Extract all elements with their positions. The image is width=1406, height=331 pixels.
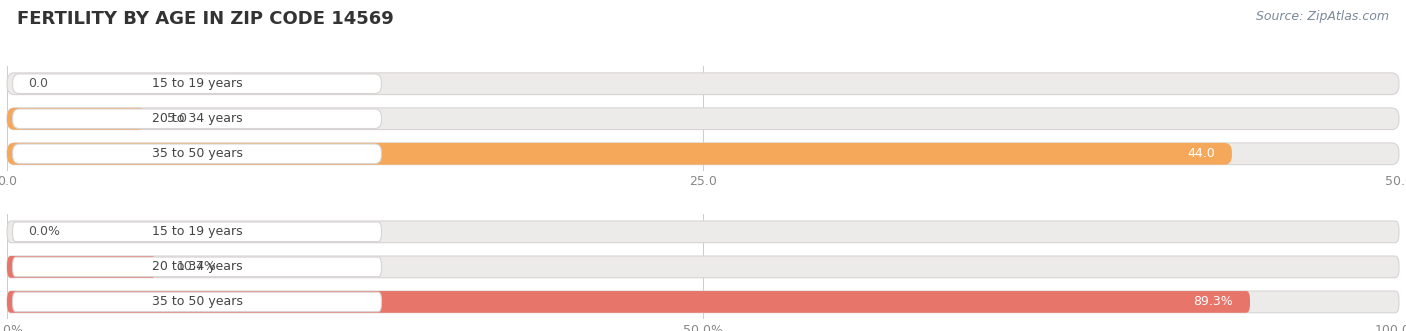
Text: 35 to 50 years: 35 to 50 years [152,147,242,160]
Text: 89.3%: 89.3% [1194,295,1233,308]
FancyBboxPatch shape [13,222,381,242]
Text: 20 to 34 years: 20 to 34 years [152,260,242,273]
Text: 15 to 19 years: 15 to 19 years [152,225,242,238]
Text: 0.0: 0.0 [28,77,48,90]
Text: FERTILITY BY AGE IN ZIP CODE 14569: FERTILITY BY AGE IN ZIP CODE 14569 [17,10,394,28]
Text: Source: ZipAtlas.com: Source: ZipAtlas.com [1256,10,1389,23]
FancyBboxPatch shape [7,221,1399,243]
Text: 15 to 19 years: 15 to 19 years [152,77,242,90]
FancyBboxPatch shape [7,256,156,278]
FancyBboxPatch shape [7,143,1399,165]
FancyBboxPatch shape [7,256,1399,278]
Text: 44.0: 44.0 [1188,147,1215,160]
FancyBboxPatch shape [7,108,146,130]
Text: 0.0%: 0.0% [28,225,60,238]
Text: 5.0: 5.0 [167,112,187,125]
FancyBboxPatch shape [7,291,1250,313]
Text: 10.7%: 10.7% [177,260,217,273]
FancyBboxPatch shape [13,74,381,93]
FancyBboxPatch shape [13,144,381,164]
FancyBboxPatch shape [13,257,381,277]
FancyBboxPatch shape [7,291,1399,313]
FancyBboxPatch shape [7,143,1232,165]
FancyBboxPatch shape [13,292,381,312]
FancyBboxPatch shape [13,109,381,128]
FancyBboxPatch shape [7,73,1399,95]
Text: 20 to 34 years: 20 to 34 years [152,112,242,125]
Text: 35 to 50 years: 35 to 50 years [152,295,242,308]
FancyBboxPatch shape [7,108,1399,130]
